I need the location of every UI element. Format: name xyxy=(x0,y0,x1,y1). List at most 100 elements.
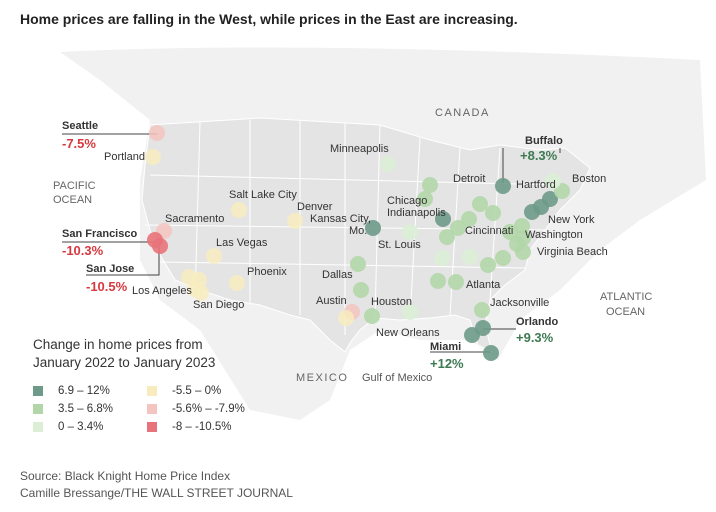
legend-swatch xyxy=(33,422,43,432)
legend-item-mid-positive: 3.5 – 6.8% xyxy=(33,403,113,415)
label-buffalo: Buffalo xyxy=(525,135,563,147)
leader-lines xyxy=(62,133,561,353)
marker-minneapolis xyxy=(380,156,396,172)
marker-new-orleans xyxy=(402,304,418,320)
marker-tn-2 xyxy=(462,249,478,265)
legend-swatch xyxy=(147,404,157,414)
label-miami: Miami xyxy=(430,341,461,353)
label-jacksonville: Jacksonville xyxy=(490,297,549,309)
label-st-louis: St. Louis xyxy=(378,239,421,251)
value-orlando: +9.3% xyxy=(516,330,554,345)
label-indianapolis: Indianapolis xyxy=(387,207,446,219)
value-san-jose: -10.5% xyxy=(86,279,128,294)
label-seattle: Seattle xyxy=(62,120,98,132)
marker-washington xyxy=(515,230,531,246)
marker-san-jose xyxy=(152,238,168,254)
label-los-angeles: Los Angeles xyxy=(132,285,192,297)
credit-line: Camille Bressange/THE WALL STREET JOURNA… xyxy=(20,486,293,500)
marker-chicago xyxy=(422,177,438,193)
marker-indianapolis xyxy=(435,211,451,227)
city-markers xyxy=(145,125,570,361)
marker-ct xyxy=(545,173,561,189)
label-orlando: Orlando xyxy=(516,316,558,328)
marker-san-diego xyxy=(193,285,209,301)
label-houston: Houston xyxy=(371,296,412,308)
legend-title-line1: Change in home prices from xyxy=(33,337,203,352)
legend-label: 3.5 – 6.8% xyxy=(58,403,113,415)
legend-label: 6.9 – 12% xyxy=(58,385,110,397)
marker-seattle xyxy=(149,125,165,141)
label-washington: Washington xyxy=(525,229,583,241)
legend-label: 0 – 3.4% xyxy=(58,421,104,433)
land-us xyxy=(141,117,591,353)
marker-las-vegas xyxy=(206,248,222,264)
gulf-label: Gulf of Mexico xyxy=(362,372,432,384)
label-san-jose: San Jose xyxy=(86,263,134,275)
label-cincinnati: Cincinnati xyxy=(465,225,513,237)
legend-label: -5.5 – 0% xyxy=(172,385,222,397)
marker-chicago-2 xyxy=(417,191,433,207)
label-san-francisco: San Francisco xyxy=(62,228,137,240)
marker-atlanta xyxy=(448,274,464,290)
marker-ny-2 xyxy=(542,191,558,207)
value-miami: +12% xyxy=(430,356,464,371)
legend-item-low-negative: -5.5 – 0% xyxy=(147,385,221,397)
label-sacramento: Sacramento xyxy=(165,213,224,225)
marker-san-antonio xyxy=(338,310,354,326)
label-chicago: Chicago xyxy=(387,195,427,207)
legend-item-mid-negative: -5.6% – -7.9% xyxy=(147,403,245,415)
canada-label: CANADA xyxy=(435,107,490,119)
marker-ohio xyxy=(502,224,518,240)
marker-al xyxy=(430,273,446,289)
marker-tn-1 xyxy=(434,250,450,266)
marker-pa xyxy=(514,218,530,234)
label-las-vegas: Las Vegas xyxy=(216,237,268,249)
label-phoenix: Phoenix xyxy=(247,266,287,278)
marker-miami xyxy=(483,345,499,361)
legend-swatch xyxy=(147,386,157,396)
label-san-diego: San Diego xyxy=(193,299,244,311)
atlantic-label-1: ATLANTIC xyxy=(600,291,652,303)
marker-houston xyxy=(364,308,380,324)
legend-title: Change in home prices from January 2022 … xyxy=(33,336,215,372)
marker-dallas xyxy=(350,256,366,272)
pacific-label-1: PACIFIC xyxy=(53,180,96,192)
marker-phoenix xyxy=(229,275,245,291)
legend-item-low-positive: 0 – 3.4% xyxy=(33,421,103,433)
marker-indianapolis-2 xyxy=(439,229,455,245)
marker-detroit-2 xyxy=(485,205,501,221)
label-portland: Portland xyxy=(104,151,145,163)
marker-buffalo xyxy=(495,178,511,194)
pacific-label-2: OCEAN xyxy=(53,194,92,206)
marker-salt-lake-city xyxy=(231,202,247,218)
label-detroit: Detroit xyxy=(453,173,485,185)
marker-detroit xyxy=(472,196,488,212)
marker-jacksonville xyxy=(474,302,490,318)
label-mo: Mo. xyxy=(349,225,367,237)
value-san-francisco: -10.3% xyxy=(62,243,104,258)
label-new-orleans: New Orleans xyxy=(376,327,440,339)
chart-title: Home prices are falling in the West, whi… xyxy=(20,11,518,27)
legend-item-high-positive: 6.9 – 12% xyxy=(33,385,110,397)
atlantic-label-2: OCEAN xyxy=(606,306,645,318)
label-salt-lake-city: Salt Lake City xyxy=(229,189,297,201)
marker-st-louis xyxy=(402,224,418,240)
marker-cincinnati-2 xyxy=(461,211,477,227)
label-new-york: New York xyxy=(548,214,595,226)
legend-swatch xyxy=(147,422,157,432)
label-kansas-city: Kansas City, xyxy=(310,213,371,225)
city-labels: Seattle -7.5% Portland San Francisco -10… xyxy=(62,120,608,371)
source-credit: Source: Black Knight Home Price Index Ca… xyxy=(20,468,293,502)
label-hartford: Hartford xyxy=(516,179,556,191)
label-minneapolis: Minneapolis xyxy=(330,143,389,155)
legend-title-line2: January 2022 to January 2023 xyxy=(33,355,216,370)
label-boston: Boston xyxy=(572,173,606,185)
legend-label: -5.6% – -7.9% xyxy=(172,403,245,415)
legend-label: -8 – -10.5% xyxy=(172,421,232,433)
marker-kansas-city xyxy=(365,220,381,236)
value-seattle: -7.5% xyxy=(62,136,96,151)
label-dallas: Dallas xyxy=(322,269,353,281)
legend-swatch xyxy=(33,386,43,396)
legend-item-high-negative: -8 – -10.5% xyxy=(147,421,231,433)
